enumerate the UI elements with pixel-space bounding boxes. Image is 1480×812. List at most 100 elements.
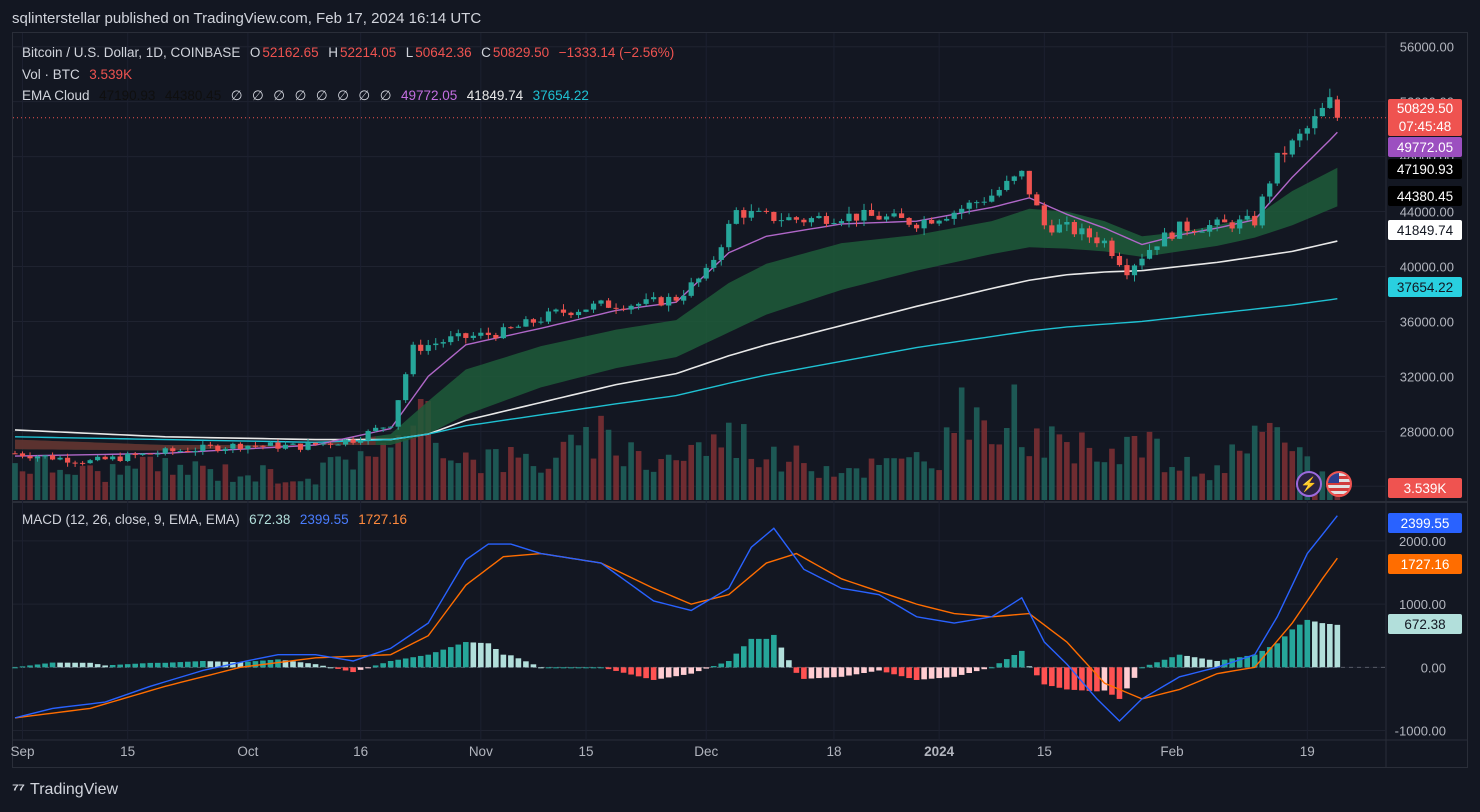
candle-body [140,453,146,455]
macd-hist-bar [996,663,1003,668]
cloud-top-badge-text: 47190.93 [1397,162,1453,177]
candle-body [200,444,206,452]
candle-body [260,445,266,447]
ema-cyan-badge [1388,277,1462,297]
volume-bar [906,457,912,500]
volume-legend[interactable]: Vol · BTC 3.539K [22,67,134,82]
macd-signal-value: 1727.16 [358,512,408,527]
volume-bar [87,465,93,500]
macd-hist-bar [1079,667,1085,691]
macd-hist-bar [132,663,139,668]
candle-body [1101,240,1108,244]
macd-hist-bar [1146,664,1153,668]
volume-value: 3.539K [89,67,133,82]
volume-bar [185,474,191,500]
macd-hist-bar [568,667,574,669]
candle-body [245,445,251,450]
candle-body [388,426,394,428]
macd-hist-bar [673,667,679,677]
macd-hist-bar [958,667,965,675]
macd-hist-bar [34,664,41,668]
macd-hist-bar [883,667,890,673]
macd-hist-bar [733,653,740,668]
macd-hist-bar [237,662,244,668]
macd-hist-bar [913,667,920,680]
volume-bar [823,466,830,500]
volume-bar [267,469,274,500]
volume-bar [1011,384,1018,500]
time-tick-label: Sep [10,744,34,759]
ema-white-badge-text: 41849.74 [1397,223,1454,238]
candle-body [380,427,386,429]
macd-badge-text: 2399.55 [1401,516,1450,531]
candle-body [1169,232,1175,239]
macd-hist-bar [1131,667,1138,678]
macd-hist-bar [951,667,957,677]
macd-hist-bar [42,663,48,668]
volume-bar [530,466,537,500]
macd-hist-bar [245,661,251,668]
macd-hist-bar [1214,661,1220,668]
chart-frame[interactable] [12,32,1468,768]
price-tick-label: 32000.00 [1400,369,1454,384]
ema-label: EMA Cloud [22,88,90,103]
macd-hist-bar [1041,667,1048,685]
tradingview-logo-icon[interactable]: ⁷⁷ [12,780,25,799]
macd-legend[interactable]: MACD (12, 26, close, 9, EMA, EMA) 672.38… [22,512,409,527]
macd-hist-bar [658,667,664,679]
candle-body [485,332,491,335]
macd-hist-bar [320,665,326,668]
volume-bar [628,442,634,500]
candle-body [162,448,168,454]
macd-hist-bar [808,667,815,679]
candle-body [252,445,259,447]
footer-brand[interactable]: TradingView [30,781,119,798]
candle-body [853,213,860,221]
macd-tick-label: 0.00 [1421,660,1446,675]
candle-body [906,217,912,225]
macd-hist-bar [12,667,18,669]
volume-bar [177,464,184,500]
macd-hist-bar [117,664,123,668]
candle-body [290,443,296,445]
macd-signal-line [14,552,1338,719]
volume-bar [124,465,131,500]
macd-tick-label: 1000.00 [1399,597,1446,612]
candle-body [1071,222,1077,235]
ema-legend[interactable]: EMA Cloud 47190.93 44380.45 ∅ ∅ ∅ ∅ ∅ ∅ … [22,88,591,104]
candle-body [425,345,431,351]
open-value: 52162.65 [262,45,319,60]
volume-bar [1003,428,1010,500]
volume-bar [943,427,950,500]
candle-body [1229,222,1235,229]
volume-bar [132,468,139,500]
volume-bar [1086,447,1093,500]
volume-badge-text: 3.539K [1404,481,1447,496]
volume-bar [793,445,800,500]
candle-body [868,209,875,216]
macd-tick-label: -1000.00 [1395,724,1446,739]
volume-bar [320,462,326,500]
macd-hist-bar [560,667,567,669]
candle-body [87,460,93,464]
ema-empty-3: ∅ [273,88,286,103]
volume-bar [508,447,514,500]
price-tick-label: 28000.00 [1400,424,1454,439]
lightning-icon[interactable]: ⚡ [1296,471,1322,497]
macd-hist-bar [387,661,394,668]
candle-body [373,427,379,431]
volume-bar [417,398,424,500]
macd-hist-bar [928,667,935,679]
candle-body [1176,221,1183,239]
macd-hist-bar [778,647,785,668]
volume-bar [192,461,199,500]
candle-body [861,209,867,221]
candle-body [478,332,484,336]
macd-hist-value: 672.38 [249,512,291,527]
candle-body [170,448,176,452]
symbol-legend[interactable]: Bitcoin / U.S. Dollar, 1D, COINBASE O 521… [22,45,676,60]
candle-body [433,343,439,346]
us-flag-icon[interactable] [1326,471,1352,497]
volume-bar [402,438,409,500]
